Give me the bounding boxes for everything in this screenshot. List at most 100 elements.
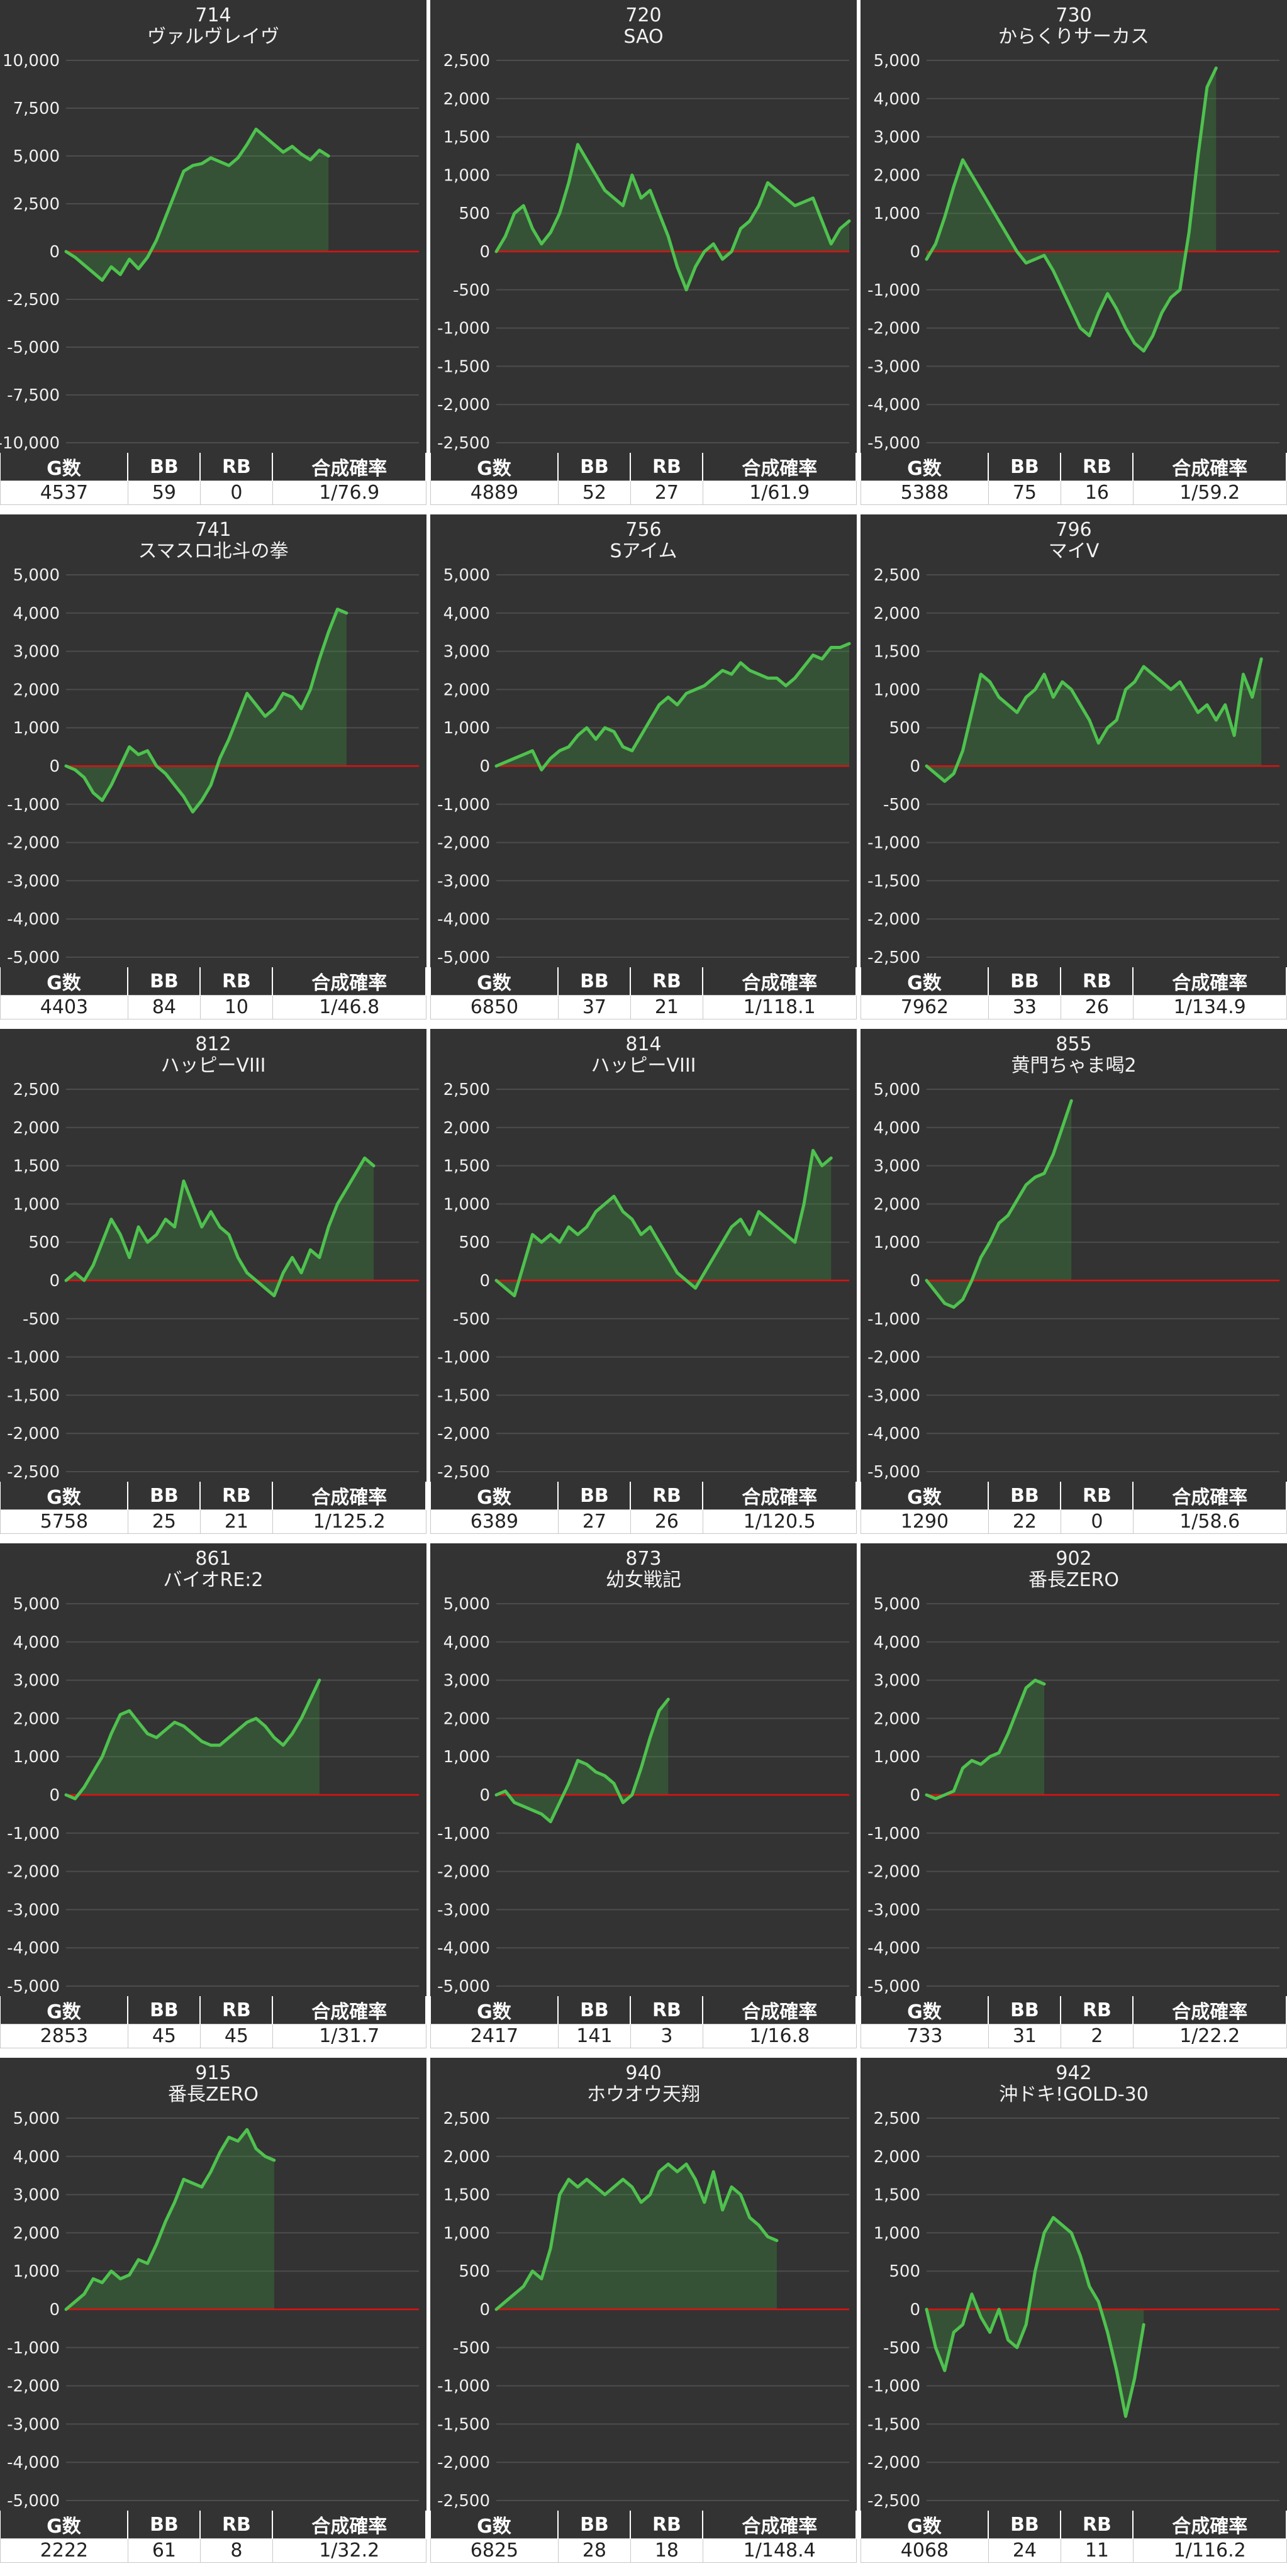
y-tick-label: 500 (459, 204, 490, 223)
y-tick-label: 2,000 (13, 680, 60, 699)
chart-plot: 2,500 2,000 1,500 1,000 500 0 -500 -1,000 -1,500… (430, 1029, 857, 1482)
chart-title: ハッピーVIII (160, 1055, 266, 1077)
stats-header-cell: G数 (430, 2511, 559, 2539)
y-tick-label: 1,000 (443, 166, 490, 185)
chart-svg: 2,500 2,000 1,500 1,000 500 0 -500 -1,000 -1,500… (437, 1080, 849, 1482)
stats-header-cell: G数 (0, 453, 129, 481)
y-tick-label: -1,000 (437, 2377, 490, 2396)
y-tick-label: -1,000 (867, 1824, 920, 1843)
chart-plot: 5,000 4,000 3,000 2,000 1,000 0 -1,000 -2,000 -3… (0, 2058, 426, 2511)
y-tick-label: 1,000 (443, 1748, 490, 1767)
stat-prob: 1/31.7 (272, 2024, 426, 2048)
y-tick-label: -500 (883, 796, 920, 814)
chart-card: 5,000 4,000 3,000 2,000 1,000 0 -1,000 -2,000 -3… (861, 1543, 1287, 2048)
stats-value-row: 1290 22 0 1/58.6 (861, 1509, 1287, 1534)
y-tick-label: 2,000 (874, 604, 920, 623)
y-tick-label: 2,500 (443, 52, 490, 70)
stat-prob: 1/120.5 (702, 1509, 857, 1534)
y-tick-label: 5,000 (874, 1080, 920, 1099)
stats-header-cell: G数 (430, 453, 559, 481)
y-tick-label: 1,500 (13, 1157, 60, 1176)
stat-g: 733 (861, 2024, 989, 2048)
stats-value-row: 5388 75 16 1/59.2 (861, 480, 1287, 505)
stats-header-cell: 合成確率 (1133, 967, 1287, 996)
y-tick-label: 4,000 (13, 2148, 60, 2167)
stats-value-row: 6389 27 26 1/120.5 (430, 1509, 857, 1534)
stats-header-cell: G数 (861, 1482, 989, 1510)
series-area (927, 68, 1217, 352)
stats-header-cell: BB (988, 1996, 1062, 2024)
y-tick-label: -500 (453, 281, 490, 300)
stat-g: 4403 (0, 995, 128, 1019)
chart-plot: 5,000 4,000 3,000 2,000 1,000 0 -1,000 -2,000 -3… (430, 514, 857, 967)
y-tick-label: 5,000 (13, 147, 60, 166)
stats-table: G数 BB RB 合成確率 5388 75 16 1/59.2 (861, 453, 1287, 505)
y-tick-label: -2,000 (437, 1863, 490, 1882)
y-tick-label: -4,000 (7, 2453, 60, 2472)
chart-card: 5,000 4,000 3,000 2,000 1,000 0 -1,000 -2,000 -3… (430, 1543, 857, 2048)
stats-header-cell: BB (988, 1482, 1062, 1510)
stat-bb: 45 (127, 2024, 201, 2048)
stats-header-row: G数 BB RB 合成確率 (861, 453, 1287, 481)
stats-header-cell: G数 (861, 1996, 989, 2024)
y-tick-label: -3,000 (7, 872, 60, 891)
y-tick-label: 4,000 (13, 1633, 60, 1652)
y-tick-label: 2,000 (13, 1119, 60, 1138)
y-tick-label: 2,500 (443, 2109, 490, 2128)
stat-prob: 1/46.8 (272, 995, 426, 1019)
series-area (496, 144, 849, 290)
stat-rb: 21 (630, 995, 703, 1019)
series-area (496, 1150, 832, 1296)
stat-rb: 16 (1060, 480, 1134, 505)
y-tick-label: -2,500 (437, 2492, 490, 2511)
series-area (66, 609, 347, 812)
chart-plot: 2,500 2,000 1,500 1,000 500 0 -500 -1,000 -1,500… (861, 514, 1287, 967)
y-tick-label: -3,000 (437, 872, 490, 891)
y-tick-label: -1,000 (437, 1824, 490, 1843)
y-tick-label: 4,000 (874, 90, 920, 109)
y-tick-label: -2,000 (867, 2453, 920, 2472)
stats-header-cell: RB (1061, 453, 1134, 481)
y-tick-label: -2,000 (867, 1348, 920, 1367)
y-tick-label: -3,000 (867, 357, 920, 376)
stats-table: G数 BB RB 合成確率 6389 27 26 1/120.5 (430, 1482, 857, 1534)
chart-svg: 5,000 4,000 3,000 2,000 1,000 0 -1,000 -2,000 -3… (437, 566, 851, 967)
y-tick-label: 0 (479, 1272, 490, 1291)
y-tick-label: -1,500 (867, 2415, 920, 2434)
stats-header-row: G数 BB RB 合成確率 (430, 1996, 857, 2024)
stats-header-cell: 合成確率 (272, 1996, 426, 2024)
y-tick-label: 0 (49, 1272, 60, 1291)
stats-header-cell: BB (558, 967, 632, 996)
y-tick-label: 1,000 (874, 1233, 920, 1252)
chart-title: スマスロ北斗の拳 (138, 540, 289, 562)
y-tick-label: 2,000 (443, 90, 490, 109)
chart-title: 番長ZERO (1028, 1569, 1119, 1591)
y-tick-label: 1,000 (443, 2224, 490, 2243)
stat-prob: 1/22.2 (1132, 2024, 1287, 2048)
stats-header-cell: BB (988, 967, 1062, 996)
y-tick-label: 1,000 (874, 2224, 920, 2243)
y-tick-label: 0 (910, 1272, 920, 1291)
chart-svg: 5,000 4,000 3,000 2,000 1,000 0 -1,000 -2,000 -3… (867, 1080, 1279, 1482)
series-line (925, 1679, 1046, 1801)
y-tick-label: 0 (49, 757, 60, 776)
stats-value-row: 733 31 2 1/22.2 (861, 2024, 1287, 2048)
stat-bb: 31 (988, 2024, 1061, 2048)
stats-value-row: 2417 141 3 1/16.8 (430, 2024, 857, 2048)
y-tick-label: -5,000 (437, 948, 490, 967)
y-tick-label: -2,000 (7, 1863, 60, 1882)
stat-prob: 1/118.1 (702, 995, 857, 1019)
stats-table: G数 BB RB 合成確率 733 31 2 1/22.2 (861, 1996, 1287, 2048)
stat-g: 6825 (430, 2538, 559, 2563)
y-tick-label: 500 (459, 1233, 490, 1252)
y-tick-label: -500 (883, 2339, 920, 2358)
y-tick-label: -1,000 (7, 796, 60, 814)
stats-header-cell: 合成確率 (703, 453, 857, 481)
stats-header-cell: 合成確率 (1133, 1482, 1287, 1510)
stats-header-cell: RB (200, 967, 274, 996)
chart-title: 幼女戦記 (606, 1569, 681, 1591)
stats-header-cell: RB (1061, 2511, 1134, 2539)
stats-value-row: 7962 33 26 1/134.9 (861, 995, 1287, 1019)
stat-bb: 33 (988, 995, 1061, 1019)
chart-title: Sアイム (610, 540, 677, 562)
